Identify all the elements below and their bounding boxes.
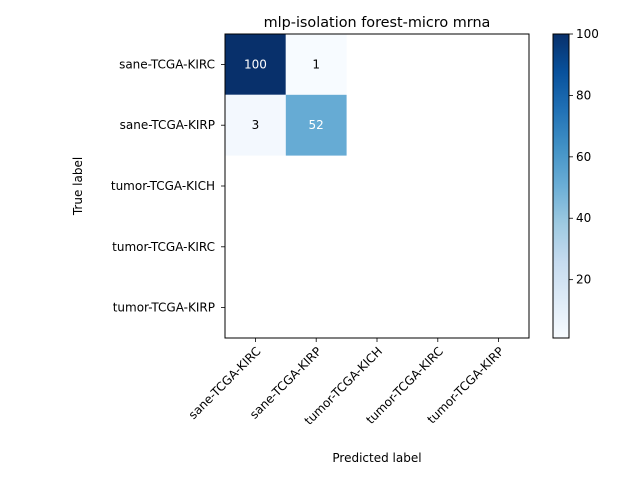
colorbar [552,33,570,339]
colorbar-tick-label: 80 [576,88,591,102]
colorbar-tick-label: 20 [576,273,591,287]
heatmap-cell [225,94,286,156]
y-axis-label: True label [71,157,85,216]
y-tick-label: tumor-TCGA-KICH [111,179,215,193]
y-tick-label: sane-TCGA-KIRP [120,118,215,132]
cell-value-label: 100 [244,57,267,71]
y-axis-ticks: sane-TCGA-KIRC sane-TCGA-KIRP tumor-TCGA-K… [111,57,225,315]
x-axis-label: Predicted label [332,451,421,465]
cell-value-label: 1 [312,57,320,71]
colorbar-ticks: 20 40 60 80 100 [569,27,599,287]
chart-title: mlp-isolation forest-micro mrna [264,15,491,31]
y-tick-label: sane-TCGA-KIRC [119,57,215,71]
cell-value-label: 3 [252,118,260,132]
heatmap-cell [285,94,347,156]
colorbar-tick-label: 100 [576,27,599,41]
cell-value-label: 52 [309,118,324,132]
colorbar-tick-label: 60 [576,150,591,164]
colorbar-tick-label: 40 [576,211,591,225]
heatmap-cell [285,34,347,95]
heatmap-cells: 100 1 3 52 [225,34,347,156]
y-tick-label: tumor-TCGA-KIRC [112,240,215,254]
y-tick-label: tumor-TCGA-KIRP [113,301,215,315]
heatmap-cell [225,34,286,95]
